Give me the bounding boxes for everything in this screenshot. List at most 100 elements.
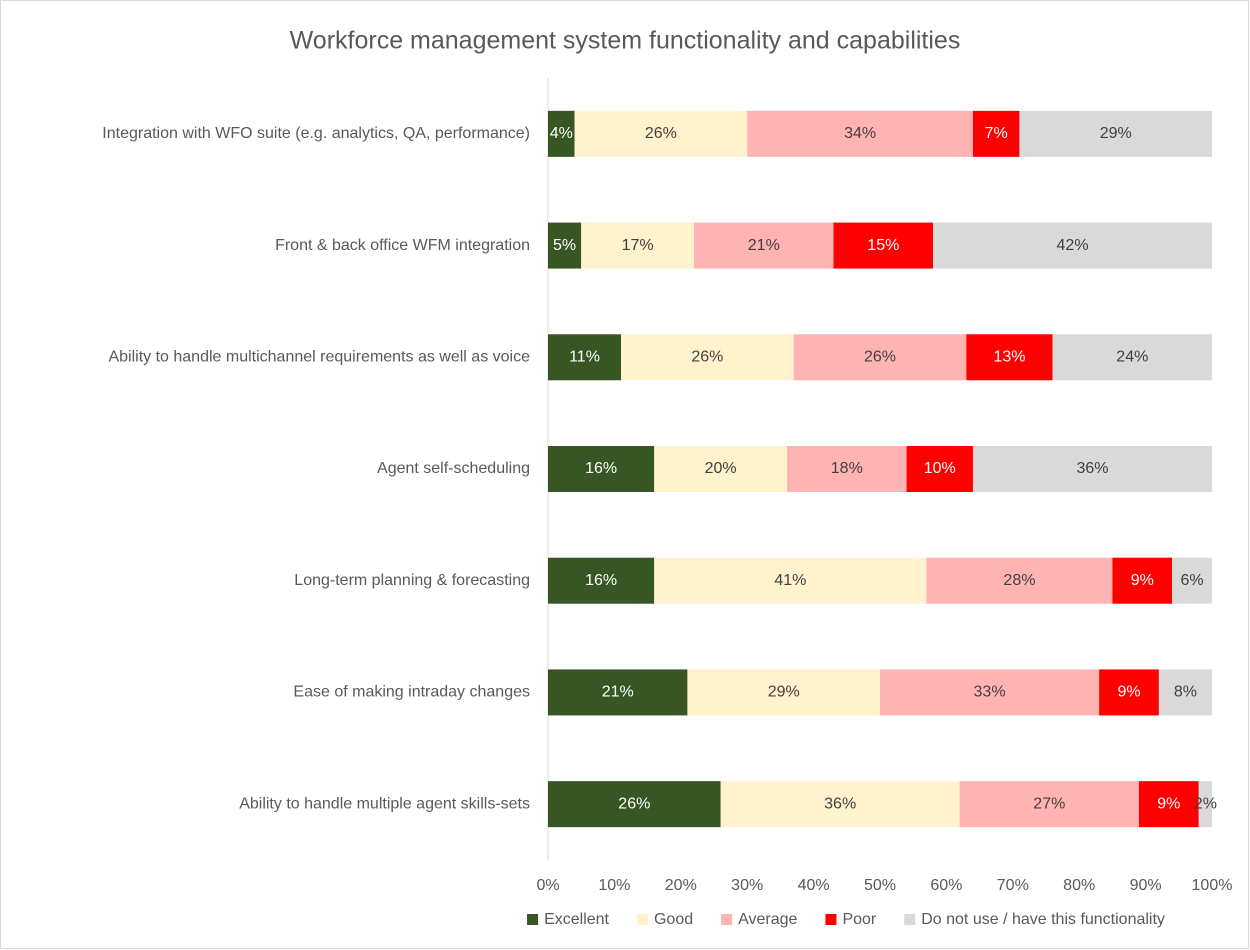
bar-segment: [1158, 669, 1212, 716]
y-tick-label: Agent self-scheduling: [377, 460, 530, 477]
y-tick-label: Ability to handle multichannel requireme…: [108, 349, 530, 366]
bar-segment: [548, 781, 721, 828]
data-label: 7%: [985, 125, 1008, 142]
bar-segment: [1099, 669, 1159, 716]
bar-segment: [1019, 110, 1212, 157]
legend-label: Excellent: [544, 911, 609, 928]
bar-segment: [926, 557, 1113, 604]
data-label: 26%: [691, 349, 723, 366]
data-label: 8%: [1174, 684, 1197, 701]
legend-swatch: [721, 914, 733, 925]
x-tick-label: 10%: [598, 877, 630, 894]
data-label: 5%: [553, 237, 576, 254]
data-label: 20%: [705, 460, 737, 477]
data-label: 9%: [1157, 795, 1180, 812]
y-tick-label: Ease of making intraday changes: [293, 684, 530, 701]
bar-segment: [548, 557, 655, 604]
bar-segment: [793, 334, 967, 381]
data-label: 36%: [824, 795, 856, 812]
data-label: 21%: [602, 684, 634, 701]
data-label: 36%: [1076, 460, 1108, 477]
y-tick-label: Ability to handle multiple agent skills-…: [239, 795, 530, 812]
bar-segment: [959, 781, 1139, 828]
x-tick-label: 40%: [798, 877, 830, 894]
data-label: 16%: [585, 460, 617, 477]
bar-segment: [1198, 781, 1212, 828]
bar-segment: [787, 446, 907, 492]
x-tick-label: 20%: [665, 877, 697, 894]
data-label: 27%: [1033, 795, 1065, 812]
x-tick-label: 60%: [930, 877, 962, 894]
y-tick-label: Long-term planning & forecasting: [294, 572, 530, 589]
data-label: 2%: [1194, 795, 1217, 812]
legend-label: Average: [738, 911, 797, 928]
data-label: 11%: [569, 349, 600, 366]
data-label: 34%: [844, 125, 876, 142]
x-tick-label: 30%: [731, 877, 763, 894]
x-tick-label: 80%: [1063, 877, 1095, 894]
data-label: 13%: [993, 349, 1025, 366]
data-label: 9%: [1131, 572, 1154, 589]
data-label: 24%: [1116, 349, 1148, 366]
data-label: 26%: [864, 349, 896, 366]
bar-segment: [548, 446, 655, 492]
bar-segment: [654, 557, 927, 604]
bar-segment: [548, 222, 582, 269]
data-label: 26%: [618, 795, 650, 812]
bar-segment: [833, 222, 934, 269]
data-label: 17%: [622, 237, 654, 254]
legend-swatch: [636, 914, 648, 925]
legend-swatch: [527, 914, 539, 925]
bar-segment: [654, 446, 788, 492]
legend-label: Poor: [842, 911, 876, 928]
bar-segment: [1138, 781, 1199, 828]
legend-label: Good: [654, 911, 693, 928]
data-label: 6%: [1181, 572, 1204, 589]
bar-segment: [694, 222, 834, 269]
bar-segment: [548, 669, 688, 716]
bar-segment: [687, 669, 880, 716]
data-label: 4%: [550, 125, 573, 142]
bar-segment: [1052, 334, 1212, 381]
bar-segment: [581, 222, 695, 269]
data-label: 15%: [867, 237, 899, 254]
bar-segment: [972, 446, 1212, 492]
data-label: 21%: [748, 237, 780, 254]
bar-segment: [621, 334, 794, 381]
bar-segment: [966, 334, 1053, 381]
bar-segment: [1112, 557, 1173, 604]
data-label: 28%: [1003, 572, 1035, 589]
data-label: 33%: [974, 684, 1006, 701]
y-tick-label: Integration with WFO suite (e.g. analyti…: [102, 125, 530, 142]
data-label: 41%: [774, 572, 806, 589]
data-label: 16%: [585, 572, 617, 589]
x-tick-label: 50%: [864, 877, 896, 894]
x-tick-label: 70%: [997, 877, 1029, 894]
bar-segment: [720, 781, 960, 828]
chart-title: Workforce management system functionalit…: [290, 27, 961, 55]
data-label: 26%: [645, 125, 677, 142]
bar-segment: [574, 110, 748, 157]
bar-segment: [972, 110, 1020, 157]
legend-swatch: [825, 914, 837, 925]
x-tick-label: 100%: [1192, 877, 1233, 894]
bar-segment: [548, 334, 622, 381]
x-tick-label: 0%: [536, 877, 559, 894]
bar-segment: [906, 446, 973, 492]
x-tick-label: 90%: [1130, 877, 1162, 894]
data-label: 29%: [768, 684, 800, 701]
bar-segment: [933, 222, 1212, 269]
legend-label: Do not use / have this functionality: [921, 911, 1165, 928]
bar-segment: [548, 110, 575, 157]
y-tick-label: Front & back office WFM integration: [275, 237, 530, 254]
data-label: 10%: [924, 460, 956, 477]
bar-segment: [747, 110, 973, 157]
data-label: 9%: [1117, 684, 1140, 701]
data-label: 42%: [1057, 237, 1089, 254]
data-label: 29%: [1100, 125, 1132, 142]
bar-segment: [880, 669, 1100, 716]
bar-segment: [1172, 557, 1212, 604]
legend-swatch: [904, 914, 916, 925]
data-label: 18%: [831, 460, 863, 477]
